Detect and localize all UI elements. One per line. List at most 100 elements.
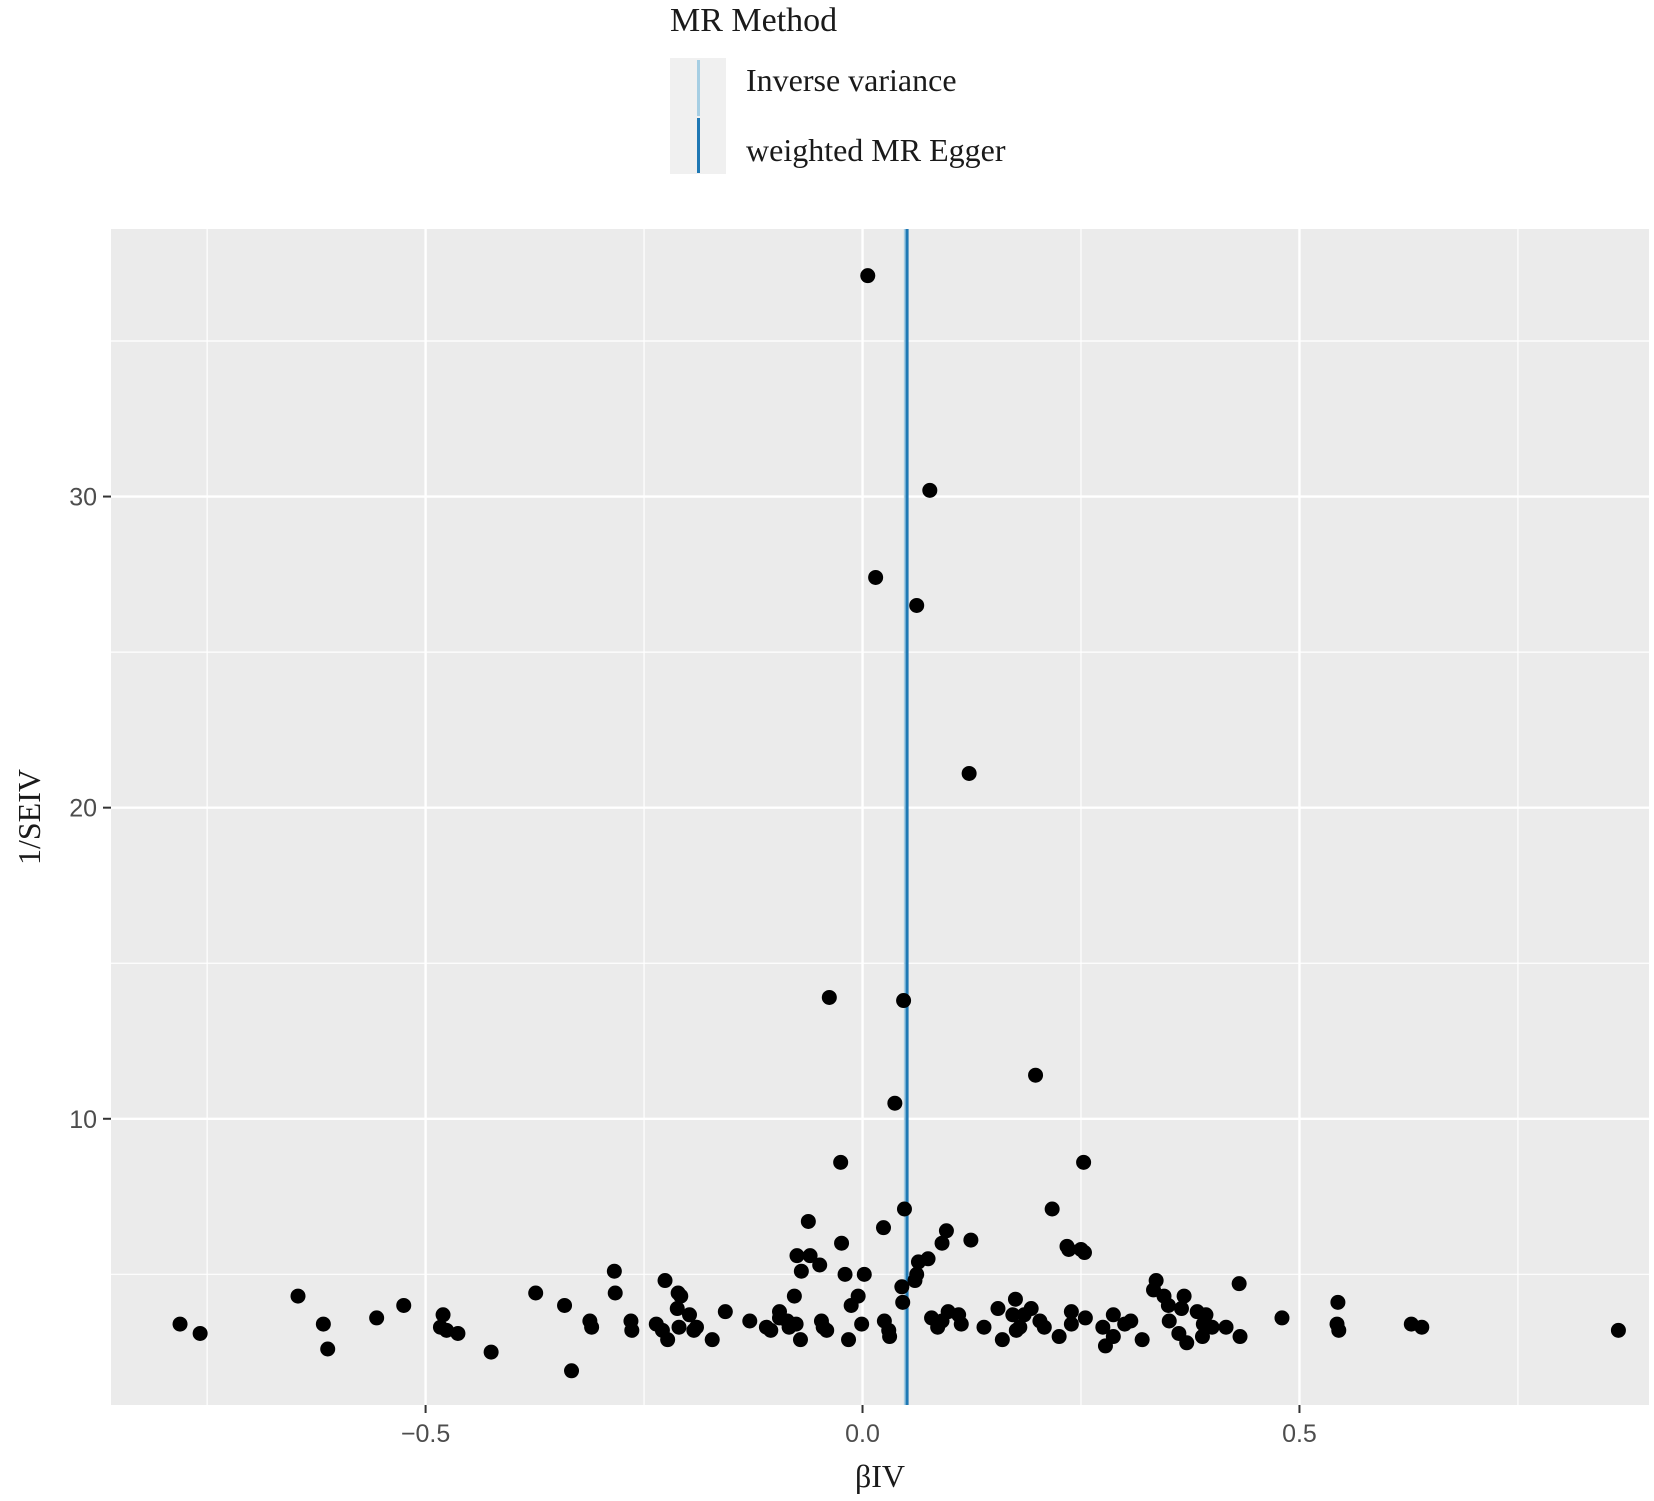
scatter-point <box>789 1248 805 1264</box>
scatter-point <box>607 1285 623 1301</box>
legend-title: MR Method <box>670 2 838 39</box>
scatter-point <box>396 1297 412 1313</box>
axis-tick-labels: −0.5 0.0 0.5 10 20 30 <box>69 484 1317 1448</box>
scatter-point <box>1179 1335 1195 1351</box>
scatter-point <box>1105 1307 1121 1323</box>
panel-background <box>111 229 1649 1405</box>
scatter-point <box>192 1325 208 1341</box>
scatter-point <box>320 1341 336 1357</box>
scatter-point <box>1232 1329 1248 1345</box>
scatter-point <box>1161 1313 1177 1329</box>
scatter-point <box>841 1332 857 1348</box>
scatter-point <box>686 1322 702 1338</box>
legend-swatch-inverse-variance <box>697 60 700 116</box>
scatter-point <box>875 1220 891 1236</box>
data-points <box>172 268 1626 1379</box>
scatter-point <box>1231 1276 1247 1292</box>
scatter-point <box>821 989 837 1005</box>
scatter-point <box>994 1332 1010 1348</box>
scatter-point <box>315 1316 331 1332</box>
scatter-point <box>882 1329 898 1345</box>
scatter-point <box>557 1297 573 1313</box>
y-tick-label: 20 <box>69 795 97 823</box>
scatter-point <box>907 1273 923 1289</box>
scatter-point <box>1077 1310 1093 1326</box>
scatter-point <box>812 1257 828 1273</box>
scatter-point <box>1063 1316 1079 1332</box>
scatter-point <box>1061 1241 1077 1257</box>
scatter-point <box>800 1213 816 1229</box>
scatter-point <box>564 1363 580 1379</box>
scatter-point <box>763 1322 779 1338</box>
scatter-point <box>673 1288 689 1304</box>
scatter-point <box>742 1313 758 1329</box>
scatter-point <box>681 1307 697 1323</box>
scatter-point <box>660 1332 676 1348</box>
scatter-point <box>953 1316 969 1332</box>
scatter-point <box>990 1301 1006 1317</box>
y-axis-title: 1/SEIV <box>11 769 47 865</box>
scatter-point <box>786 1288 802 1304</box>
scatter-point <box>704 1332 720 1348</box>
x-tick-label: 0.0 <box>845 1420 880 1448</box>
scatter-point <box>1331 1322 1347 1338</box>
scatter-point <box>1194 1329 1210 1345</box>
scatter-point <box>1044 1201 1060 1217</box>
scatter-point <box>930 1319 946 1335</box>
scatter-point <box>922 482 938 498</box>
scatter-point <box>1414 1319 1430 1335</box>
scatter-point <box>1160 1297 1176 1313</box>
scatter-point <box>833 1154 849 1170</box>
scatter-point <box>1274 1310 1290 1326</box>
scatter-point <box>910 1254 926 1270</box>
scatter-point <box>172 1316 188 1332</box>
scatter-point <box>1016 1307 1032 1323</box>
scatter-point <box>1610 1322 1626 1338</box>
scatter-point <box>1008 1322 1024 1338</box>
scatter-point <box>290 1288 306 1304</box>
scatter-point <box>1176 1288 1192 1304</box>
scatter-point <box>896 1201 912 1217</box>
scatter-point <box>860 268 876 284</box>
scatter-point <box>1173 1301 1189 1317</box>
scatter-point <box>624 1322 640 1338</box>
legend-label-mr-egger: weighted MR Egger <box>746 132 1006 168</box>
scatter-point <box>868 569 884 585</box>
scatter-point <box>717 1304 733 1320</box>
scatter-point <box>976 1319 992 1335</box>
scatter-point <box>439 1322 455 1338</box>
scatter-point <box>961 765 977 781</box>
scatter-point <box>450 1325 466 1341</box>
mr-estimate-lines <box>903 229 909 1405</box>
scatter-point <box>802 1248 818 1264</box>
scatter-point <box>483 1344 499 1360</box>
scatter-point <box>369 1310 385 1326</box>
scatter-point <box>1097 1338 1113 1354</box>
x-tick-label: 0.5 <box>1282 1420 1317 1448</box>
scatter-point <box>963 1232 979 1248</box>
scatter-point <box>856 1266 872 1282</box>
scatter-point <box>793 1263 809 1279</box>
scatter-point <box>1204 1319 1220 1335</box>
scatter-point <box>606 1263 622 1279</box>
scatter-point <box>584 1319 600 1335</box>
y-tick-label: 30 <box>69 484 97 512</box>
scatter-point <box>1028 1067 1044 1083</box>
scatter-point <box>657 1273 673 1289</box>
scatter-point <box>435 1307 451 1323</box>
scatter-point <box>792 1332 808 1348</box>
grid-minor <box>111 229 1649 1405</box>
scatter-point <box>1330 1294 1346 1310</box>
scatter-point <box>834 1235 850 1251</box>
scatter-point <box>896 993 912 1009</box>
legend-key-box <box>670 58 726 174</box>
scatter-point <box>1051 1329 1067 1345</box>
scatter-point <box>909 597 925 613</box>
scatter-point <box>1095 1319 1111 1335</box>
scatter-point <box>1134 1332 1150 1348</box>
scatter-point <box>843 1297 859 1313</box>
scatter-point <box>1117 1316 1133 1332</box>
scatter-point <box>1076 1245 1092 1261</box>
